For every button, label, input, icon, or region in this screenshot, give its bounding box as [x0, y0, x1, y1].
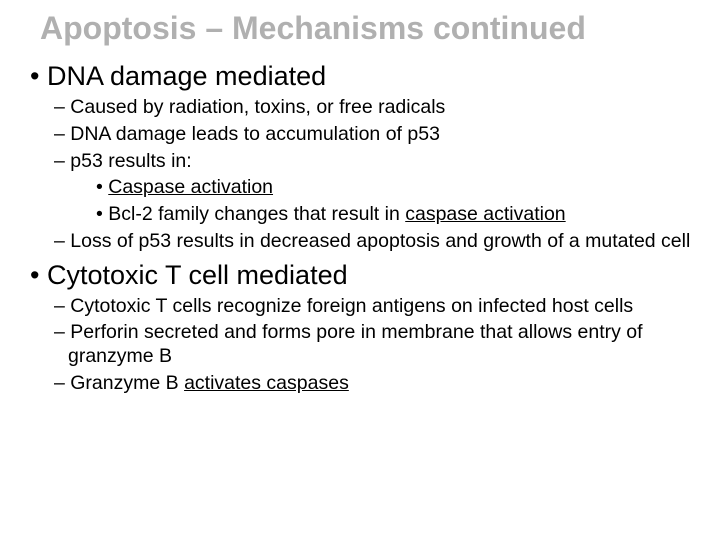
bullet-recognize: Cytotoxic T cells recognize foreign anti…	[20, 295, 700, 319]
bullet-granzyme: Granzyme B activates caspases	[20, 372, 700, 396]
bullet-p53-results: p53 results in:	[20, 150, 700, 174]
bullet-caspase-activation: Caspase activation	[20, 176, 700, 200]
slide-content: Apoptosis – Mechanisms continued DNA dam…	[0, 0, 720, 419]
bullet-p53-accumulation: DNA damage leads to accumulation of p53	[20, 123, 700, 147]
bullet-perforin: Perforin secreted and forms pore in memb…	[20, 321, 700, 369]
section-heading-dna: DNA damage mediated	[20, 61, 700, 92]
bullet-bcl2: Bcl-2 family changes that result in casp…	[20, 203, 700, 227]
granzyme-pre: Granzyme B	[70, 372, 184, 394]
underline-caspase-2: caspase activation	[405, 203, 565, 225]
underline-caspase: Caspase activation	[108, 176, 273, 198]
slide-title: Apoptosis – Mechanisms continued	[20, 10, 700, 47]
bullet-loss-p53: Loss of p53 results in decreased apoptos…	[20, 230, 700, 254]
underline-activates-caspases: activates caspases	[184, 372, 349, 394]
bcl2-pre: Bcl-2 family changes that result in	[108, 203, 405, 225]
section-heading-cytotoxic: Cytotoxic T cell mediated	[20, 260, 700, 291]
bullet-causes: Caused by radiation, toxins, or free rad…	[20, 96, 700, 120]
